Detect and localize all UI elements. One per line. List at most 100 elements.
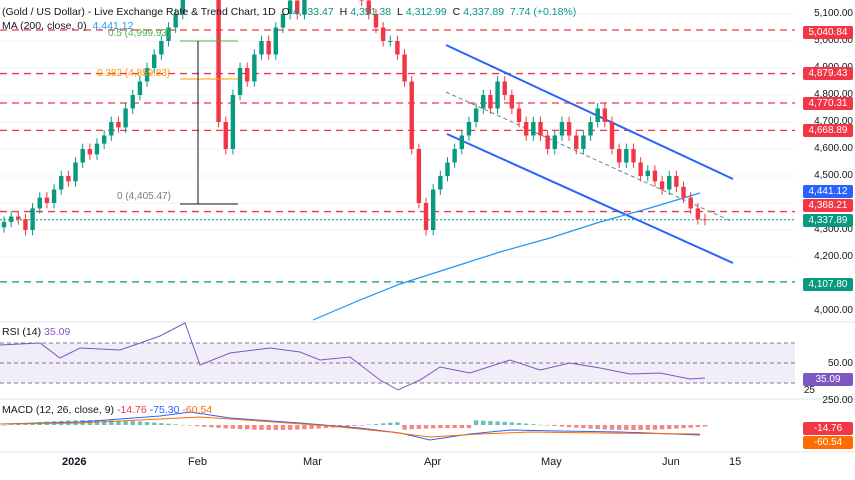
macd-histogram-bar (101, 420, 107, 425)
macd-histogram-bar (194, 425, 200, 427)
macd-histogram-bar (237, 425, 243, 430)
macd-tag-2: -60.54 (803, 436, 853, 449)
candle-body (37, 197, 42, 209)
macd-pane (0, 398, 855, 441)
time-axis-mar: Mar (303, 456, 322, 468)
macd-histogram-bar (323, 425, 329, 429)
macd-histogram-bar (595, 425, 600, 430)
candle-body (59, 176, 64, 190)
macd-histogram-bar (309, 425, 314, 429)
candle-body (495, 81, 500, 109)
macd-line (0, 411, 701, 441)
price-tag-level: 4,879.43 (803, 67, 853, 80)
symbol-legend[interactable]: (Gold / US Dollar) - Live Exchange Rate … (2, 6, 579, 18)
macd-histogram-bar (588, 425, 593, 429)
macd-histogram-bar (302, 425, 307, 430)
candle-body (252, 54, 257, 82)
channel-mid-line (445, 91, 734, 223)
candle-body (488, 95, 493, 109)
candle-body (359, 0, 364, 1)
candle-body (295, 0, 300, 14)
macd-legend[interactable]: MACD (12, 26, close, 9) -14.76 -75.30 -6… (2, 404, 212, 416)
macd-histogram-bar (616, 425, 622, 430)
price-tag-level: 4,368.21 (803, 199, 853, 212)
macd-histogram-bar (531, 424, 536, 425)
ohlc-change: 7.74 (+0.18%) (510, 6, 577, 18)
macd-histogram-bar (702, 425, 708, 427)
macd-histogram-bar (602, 425, 608, 430)
macd-histogram-bar (566, 425, 572, 428)
macd-histogram-bar (452, 425, 457, 429)
time-axis-year: 2026 (62, 456, 87, 468)
macd-histogram-bar (688, 425, 693, 428)
rsi-label[interactable]: RSI (14) (2, 326, 42, 338)
time-axis-apr: Apr (424, 456, 442, 468)
macd-histogram-bar (516, 422, 522, 425)
candle-body (16, 216, 21, 220)
price-axis-label: 5,000.00 (814, 35, 853, 46)
rsi-legend[interactable]: RSI (14) 35.09 (2, 326, 70, 338)
macd-histogram-bar (545, 425, 550, 426)
macd-axis-250: 250.00 (822, 395, 853, 406)
time-axis-feb: Feb (188, 456, 207, 468)
candle-body (638, 162, 643, 176)
fib-drawing[interactable] (180, 40, 238, 205)
candle-body (559, 122, 565, 136)
macd-label[interactable]: MACD (12, 26, close, 9) (2, 404, 115, 416)
macd-histogram-bar (144, 422, 150, 425)
macd-histogram-bar (430, 425, 436, 429)
candle-body (73, 162, 78, 182)
macd-histogram-bar (659, 425, 665, 430)
macd-histogram-bar (559, 425, 565, 427)
candle-body (502, 81, 507, 95)
candle-body (481, 95, 486, 109)
candle-body (180, 0, 186, 14)
macd-histogram-bar (359, 425, 364, 426)
candle-body (473, 108, 479, 122)
macd-histogram-bar (473, 420, 479, 425)
candle-body (552, 135, 557, 149)
ohlc-open-value: 4,333.47 (292, 6, 334, 18)
rsi-value: 35.09 (44, 326, 71, 338)
rsi-axis-25: 25 (803, 385, 815, 396)
macd-histogram-bar (252, 425, 257, 430)
candle-body (109, 122, 114, 136)
candle-body (659, 181, 665, 190)
ma-label[interactable]: MA (200, close, 0) (2, 20, 87, 32)
macd-histogram-bar (180, 424, 186, 426)
candle-body (609, 122, 615, 149)
macd-histogram-bar (159, 423, 164, 425)
ma-value: 4,441.12 (92, 20, 134, 32)
candle-body (280, 14, 286, 28)
candle-body (230, 95, 236, 149)
candle-body (667, 176, 672, 190)
channel-drawing[interactable] (445, 44, 734, 264)
macd-histogram-bar (109, 420, 114, 425)
macd-histogram-bar (445, 425, 450, 429)
price-axis-label: 4,200.00 (814, 251, 853, 262)
price-axis-label: 4,300.00 (814, 224, 853, 235)
macd-histogram-bar (695, 425, 701, 428)
macd-histogram-bar (423, 425, 429, 429)
ma-legend[interactable]: MA (200, close, 0) 4,441.12 (2, 20, 136, 32)
candle-body (588, 122, 593, 136)
candle-body (266, 41, 271, 55)
candle-body (302, 0, 307, 14)
macd-histogram-bar (645, 425, 650, 430)
macd-histogram-bar (638, 425, 643, 430)
ohlc-close-label: C (452, 6, 461, 18)
candle-body (388, 41, 393, 42)
price-axis-label: 4,700.00 (814, 116, 853, 127)
candle-body (1, 221, 7, 228)
candle-body (237, 68, 243, 95)
candle-body (652, 170, 658, 182)
symbol-title[interactable]: (Gold / US Dollar) - Live Exchange Rate … (2, 6, 276, 18)
macd-histogram-bar (202, 425, 207, 427)
macd-histogram-bar (502, 421, 507, 425)
macd-histogram-bar (1, 425, 7, 426)
ohlc-open-label: O (281, 6, 290, 18)
candle-body (159, 41, 164, 55)
candle-body (531, 122, 536, 136)
